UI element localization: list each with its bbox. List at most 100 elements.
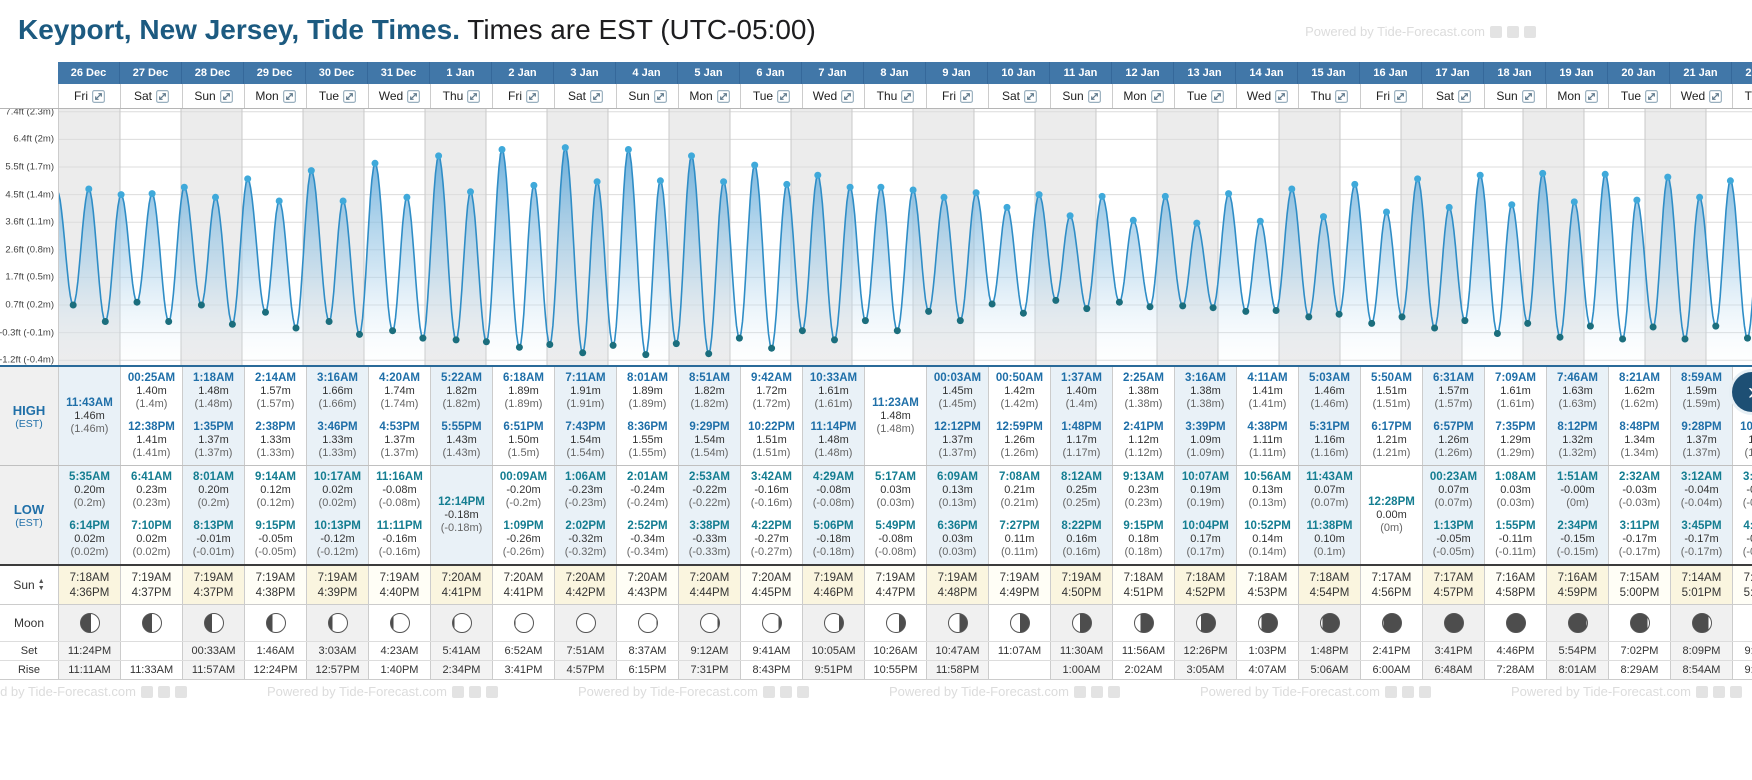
sun-cell: 7:13AM 5:02PM [1733, 566, 1752, 604]
expand-day-button[interactable] [841, 89, 855, 103]
high-tide-time: 7:11AM [565, 372, 606, 384]
sunrise-time: 7:16AM [1557, 571, 1598, 584]
moon-cell [1175, 605, 1237, 641]
sunrise-time: 7:19AM [875, 571, 916, 584]
low-tide-time: 10:52PM [1244, 520, 1291, 532]
expand-day-button[interactable] [92, 89, 105, 103]
low-tide-marker [1368, 319, 1376, 327]
expand-day-button[interactable] [1335, 89, 1349, 103]
expand-day-button[interactable] [282, 89, 296, 103]
expand-day-button[interactable] [1645, 89, 1659, 103]
high-tide-marker [148, 190, 156, 198]
high-tide-height: 1.89m [632, 385, 663, 397]
low-tide-entry: 9:14AM 0.12m (0.12m) [245, 471, 306, 510]
moon-phase-icon-waning-gibbous [885, 613, 906, 633]
page-title: Keyport, New Jersey, Tide Times. Times a… [18, 14, 816, 46]
expand-day-button[interactable] [1394, 89, 1407, 103]
expand-day-button[interactable] [219, 89, 233, 103]
low-tide-marker [1052, 296, 1060, 304]
moon-cell [679, 605, 741, 641]
moonset-cell: 1:48PM [1299, 642, 1361, 660]
social-icon [1729, 685, 1742, 698]
high-tide-time: 5:50AM [1371, 372, 1412, 384]
high-tide-height-alt: (1.48m) [876, 422, 915, 435]
high-tide-entry: 11:14PM 1.48m (1.48m) [803, 421, 864, 460]
high-tide-height-alt: (1.34m) [1620, 447, 1659, 459]
high-tide-height-alt: (1.57m) [256, 398, 295, 410]
weekday-label: Sun [1062, 89, 1084, 103]
moonrise-cell: 4:07AM [1237, 661, 1299, 679]
weekday-label: Mon [689, 89, 713, 103]
sun-cell: 7:19AM 4:38PM [245, 566, 307, 604]
low-tide-marker [101, 318, 109, 325]
expand-day-button[interactable] [467, 89, 481, 103]
high-tide-height-alt: (1.61m) [814, 398, 853, 410]
scroll-next-button[interactable]: › [1732, 372, 1752, 412]
low-tide-entry: 8:01AM 0.20m (0.2m) [183, 471, 244, 510]
high-tide-time: 8:21AM [1619, 372, 1660, 384]
expand-day-button[interactable] [1709, 89, 1723, 103]
moonset-cell: 10:26AM [865, 642, 927, 660]
expand-day-button[interactable] [1458, 89, 1471, 103]
expand-day-button[interactable] [1150, 89, 1164, 103]
high-tide-cell: 11:23AM 1.48m (1.48m) [865, 367, 927, 465]
low-tide-height-alt: (-0.04m) [1680, 497, 1723, 509]
low-tide-marker [1649, 323, 1657, 331]
moon-cell [1423, 605, 1485, 641]
low-tide-marker [546, 341, 554, 348]
low-tide-height: -0.34m [630, 533, 665, 545]
expand-day-button[interactable] [1275, 89, 1289, 103]
low-tide-time: 7:10PM [131, 520, 172, 532]
expand-day-button[interactable] [343, 89, 357, 103]
social-icon [1384, 685, 1397, 698]
expand-day-button[interactable] [1024, 89, 1037, 103]
high-tide-entry: 00:25AM 1.40m (1.4m) [121, 372, 182, 411]
expand-day-button[interactable] [1087, 89, 1101, 103]
expand-day-button[interactable] [1584, 89, 1598, 103]
low-tide-height: -0.32m [568, 533, 603, 545]
low-tide-height: -0.05m [1436, 533, 1471, 545]
high-tide-cell: 8:59AM 1.59m (1.59m) 9:28PM 1.37m (1.37m) [1671, 367, 1733, 465]
high-tide-height: 1.66m [322, 385, 353, 397]
expand-day-button[interactable] [1211, 89, 1225, 103]
date-header-row: 26 Dec 27 Dec 28 Dec 29 Dec 30 Dec 31 Dec 1 Ja… [0, 62, 1752, 84]
high-tide-marker [1003, 203, 1011, 211]
expand-day-button[interactable] [590, 89, 603, 103]
low-tide-marker [1305, 313, 1313, 321]
moonset-cell: 7:02PM [1609, 642, 1671, 660]
expand-day-button[interactable] [407, 89, 421, 103]
expand-day-button[interactable] [156, 89, 169, 103]
moonset-cell: 3:03AM [307, 642, 369, 660]
high-tide-entry: 4:38PM 1.11m (1.11m) [1237, 421, 1298, 460]
expand-day-button[interactable] [777, 89, 791, 103]
low-tide-height: -0.18m [444, 508, 479, 521]
sunset-time: 4:47PM [875, 586, 916, 599]
sunset-time: 4:56PM [1371, 586, 1412, 599]
expand-day-button[interactable] [526, 89, 539, 103]
moon-cell [865, 605, 927, 641]
low-tide-time: 3:45PM [1681, 520, 1722, 532]
sunset-time: 4:38PM [255, 586, 296, 599]
high-tide-height-alt: (1.51m) [752, 447, 791, 459]
expand-day-button[interactable] [653, 89, 667, 103]
sun-cell: 7:15AM 5:00PM [1609, 566, 1671, 604]
low-tide-marker [515, 343, 523, 351]
weekday-label: Fri [942, 89, 956, 103]
high-tide-height-alt: (1.5m) [507, 447, 540, 459]
expand-day-button[interactable] [1521, 89, 1535, 103]
high-tide-marker [1633, 196, 1641, 204]
high-tide-cell: 9:42AM 1.72m (1.72m) 10:22PM 1.51m (1.51m) [741, 367, 803, 465]
expand-day-button[interactable] [960, 89, 973, 103]
low-tide-cell: 1:08AM 0.03m (0.03m) 1:55PM -0.11m (-0.11m) [1485, 466, 1547, 564]
high-tide-height-alt: (1.41m) [132, 447, 171, 459]
expand-day-button[interactable] [901, 89, 915, 103]
expand-day-button[interactable] [716, 89, 730, 103]
low-tide-time: 1:13PM [1433, 520, 1474, 532]
weekday-label: Sat [133, 89, 152, 103]
high-tide-height: 1.42m [1004, 385, 1035, 397]
low-tide-height: 0.11m [1004, 533, 1035, 545]
low-tide-height-alt: (-0.08m) [812, 497, 855, 509]
moonrise-cell: 11:33AM [121, 661, 183, 679]
high-tide-entry: 1:18AM 1.48m (1.48m) [183, 372, 244, 411]
high-tide-height: 1.29m [1500, 434, 1531, 446]
